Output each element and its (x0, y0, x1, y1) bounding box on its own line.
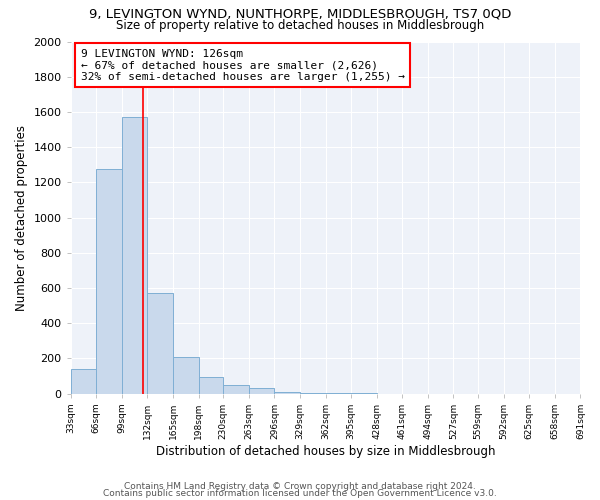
Text: 9 LEVINGTON WYND: 126sqm
← 67% of detached houses are smaller (2,626)
32% of sem: 9 LEVINGTON WYND: 126sqm ← 67% of detach… (81, 48, 405, 82)
Text: Contains public sector information licensed under the Open Government Licence v3: Contains public sector information licen… (103, 489, 497, 498)
Text: 9, LEVINGTON WYND, NUNTHORPE, MIDDLESBROUGH, TS7 0QD: 9, LEVINGTON WYND, NUNTHORPE, MIDDLESBRO… (89, 8, 511, 20)
Bar (71, 369, 96, 394)
Bar (199, 377, 223, 394)
Bar (96, 169, 122, 394)
Bar (223, 384, 249, 394)
Text: Size of property relative to detached houses in Middlesbrough: Size of property relative to detached ho… (116, 18, 484, 32)
Bar (148, 293, 173, 394)
Y-axis label: Number of detached properties: Number of detached properties (15, 124, 28, 310)
X-axis label: Distribution of detached houses by size in Middlesbrough: Distribution of detached houses by size … (156, 444, 496, 458)
Bar (274, 392, 300, 394)
Bar (122, 117, 148, 394)
Bar (173, 356, 199, 394)
Text: Contains HM Land Registry data © Crown copyright and database right 2024.: Contains HM Land Registry data © Crown c… (124, 482, 476, 491)
Bar (300, 392, 326, 394)
Bar (249, 388, 274, 394)
